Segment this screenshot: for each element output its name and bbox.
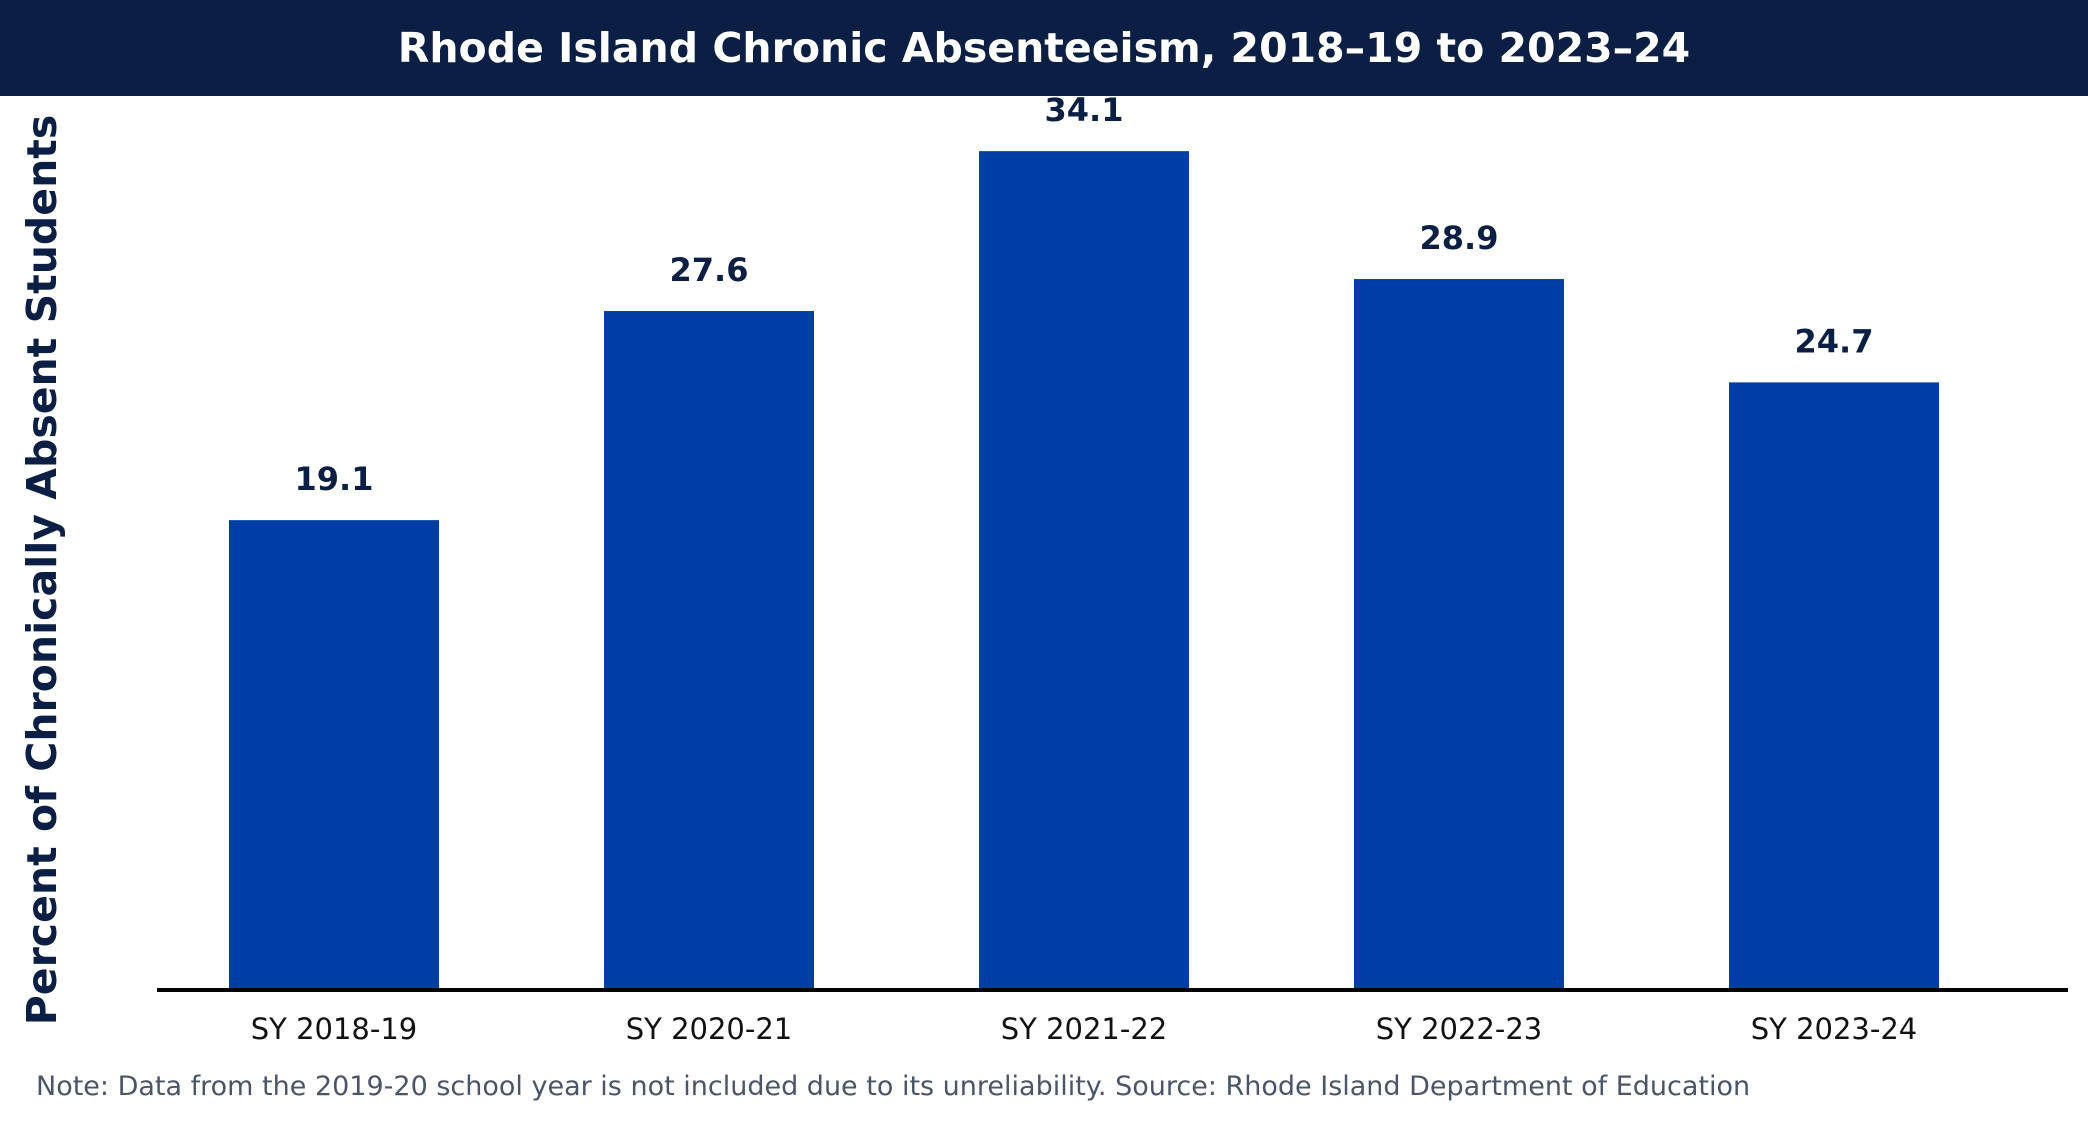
bars-group [229,151,1939,990]
data-label: 24.7 [1795,322,1874,360]
x-tick-label: SY 2018-19 [251,1012,418,1046]
chart-title-banner: Rhode Island Chronic Absenteeism, 2018–1… [0,0,2088,96]
data-label: 28.9 [1420,219,1499,257]
y-axis-label: Percent of Chronically Absent Students [18,115,66,1026]
bar-sy-2020-21 [604,311,814,990]
bar-sy-2018-19 [229,520,439,990]
x-tick-labels: SY 2018-19 SY 2020-21 SY 2021-22 SY 2022-23… [251,1012,1918,1046]
data-label: 34.1 [1045,91,1124,129]
data-label: 27.6 [670,251,749,289]
x-tick-label: SY 2022-23 [1376,1012,1543,1046]
bar-sy-2023-24 [1729,382,1939,990]
chart-note: Note: Data from the 2019-20 school year … [36,1071,1751,1102]
chart-title: Rhode Island Chronic Absenteeism, 2018–1… [397,24,1691,72]
data-labels-group: 19.1 27.6 34.1 28.9 24.7 [295,91,1874,498]
data-label: 19.1 [295,460,374,498]
bar-sy-2022-23 [1354,279,1564,990]
x-tick-label: SY 2021-22 [1001,1012,1168,1046]
x-tick-label: SY 2020-21 [626,1012,793,1046]
x-tick-label: SY 2023-24 [1751,1012,1918,1046]
bar-sy-2021-22 [979,151,1189,990]
